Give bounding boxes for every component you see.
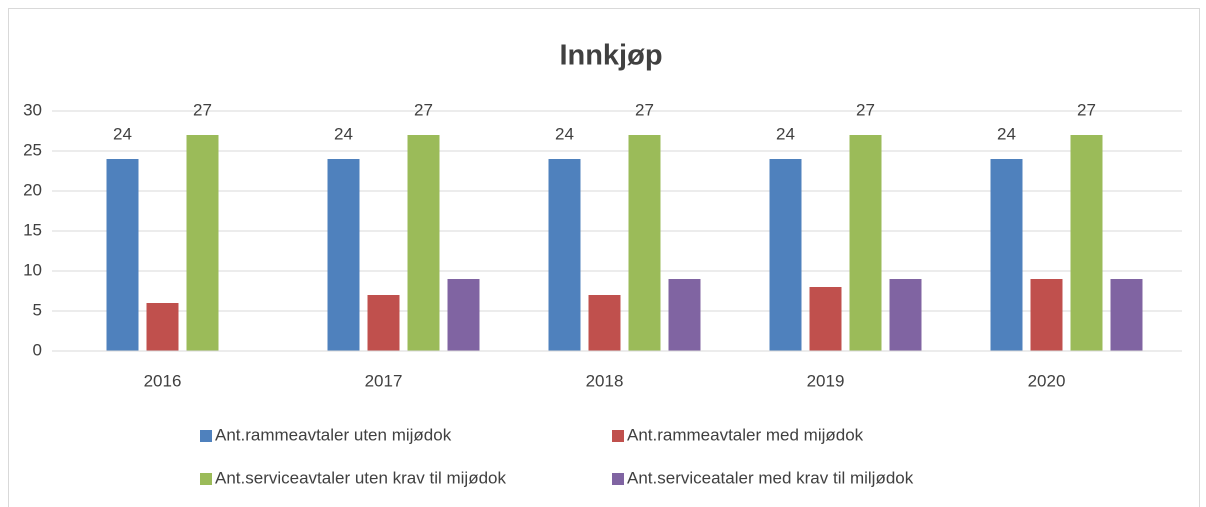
y-tick-label: 5: [33, 300, 42, 319]
data-label: 27: [635, 100, 654, 119]
legend-label: Ant.rammeavtaler uten mijødok: [215, 425, 452, 444]
data-label: 27: [1077, 100, 1096, 119]
y-tick-label: 15: [23, 220, 42, 239]
bar: [367, 295, 400, 351]
bar: [146, 303, 179, 351]
data-label: 24: [997, 124, 1016, 143]
legend-swatch: [200, 430, 212, 442]
x-tick-label: 2017: [365, 371, 403, 390]
bar: [407, 135, 440, 351]
bar: [849, 135, 882, 351]
chart-border: [8, 8, 1200, 507]
chart-title: Innkjøp: [559, 40, 662, 72]
legend-swatch: [200, 473, 212, 485]
bar: [447, 279, 480, 351]
bar: [1030, 279, 1063, 351]
legend-label: Ant.serviceavtaler uten krav til mijødok: [215, 468, 506, 487]
bar: [548, 159, 581, 351]
data-label: 24: [113, 124, 132, 143]
y-tick-label: 10: [23, 260, 42, 279]
data-label: 27: [414, 100, 433, 119]
bar: [588, 295, 621, 351]
bar: [1110, 279, 1143, 351]
data-label: 24: [334, 124, 353, 143]
bar: [1070, 135, 1103, 351]
bar: [990, 159, 1023, 351]
bar: [106, 159, 139, 351]
x-tick-label: 2018: [586, 371, 624, 390]
bar: [628, 135, 661, 351]
data-label: 24: [776, 124, 795, 143]
x-tick-label: 2019: [807, 371, 845, 390]
bar: [186, 135, 219, 351]
data-label: 24: [555, 124, 574, 143]
legend-swatch: [612, 473, 624, 485]
bar: [769, 159, 802, 351]
y-tick-label: 25: [23, 140, 42, 159]
x-tick-label: 2020: [1028, 371, 1066, 390]
y-tick-label: 0: [33, 340, 42, 359]
data-label: 27: [193, 100, 212, 119]
legend-label: Ant.serviceataler med krav til miljødok: [627, 468, 914, 487]
bar: [668, 279, 701, 351]
legend-label: Ant.rammeavtaler med mijødok: [627, 425, 864, 444]
bar: [327, 159, 360, 351]
y-tick-label: 20: [23, 180, 42, 199]
x-tick-label: 2016: [144, 371, 182, 390]
y-tick-label: 30: [23, 100, 42, 119]
bar: [809, 287, 842, 351]
data-label: 27: [856, 100, 875, 119]
legend-swatch: [612, 430, 624, 442]
bar: [889, 279, 922, 351]
